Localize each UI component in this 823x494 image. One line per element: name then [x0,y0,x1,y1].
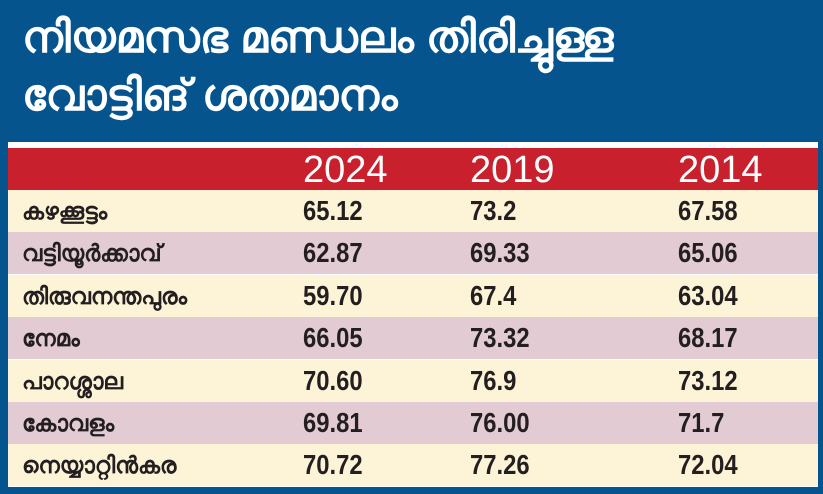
turnout-value-2019: 73.2 [470,195,517,226]
turnout-value-2014: 73.12 [678,364,738,396]
turnout-value-2019: 67.4 [470,279,517,311]
turnout-table: 2024 2019 2014 കഴക്കൂട്ടം 65.12 73.2 67.58 വ… [8,142,818,487]
turnout-value-2019: 73.32 [470,322,530,354]
turnout-value-2024: 65.12 [303,195,363,226]
title-line-2: വോട്ടിങ് ശതമാനം [22,71,398,120]
constituency-name: നേമം [22,325,80,352]
turnout-value-2024: 70.60 [303,364,363,396]
turnout-value-2014: 71.7 [678,407,725,438]
table-row: തിരുവനന്തപുരം 59.70 67.4 63.04 [8,274,818,317]
turnout-value-2014: 63.04 [678,279,738,311]
turnout-value-2014: 67.58 [678,195,738,226]
constituency-name: പാറശ്ശാല [22,367,124,394]
table-header: 2024 2019 2014 [8,148,818,191]
turnout-value-2014: 72.04 [678,449,738,481]
turnout-value-2024: 70.72 [303,449,363,481]
column-header-2019: 2019 [470,149,555,191]
turnout-value-2014: 68.17 [678,322,738,354]
table-row: വട്ടിയൂർക്കാവ് 62.87 69.33 65.06 [8,232,818,275]
constituency-name: നെയ്യാറ്റിൻകര [22,452,177,479]
table-row: കഴക്കൂട്ടം 65.12 73.2 67.58 [8,190,818,232]
column-header-2024: 2024 [303,149,388,191]
constituency-name: തിരുവനന്തപുരം [22,282,188,309]
turnout-value-2024: 59.70 [303,279,363,311]
turnout-value-2024: 62.87 [303,237,363,269]
turnout-value-2019: 77.26 [470,449,530,481]
turnout-value-2024: 69.81 [303,407,363,438]
table-row: നേമം 66.05 73.32 68.17 [8,317,818,360]
constituency-name: വട്ടിയൂർക്കാവ് [22,240,162,267]
turnout-value-2024: 66.05 [303,322,363,354]
constituency-name: കഴക്കൂട്ടം [22,198,108,224]
turnout-value-2019: 76.9 [470,364,517,396]
column-header-2014: 2014 [678,149,763,191]
table-row: പാറശ്ശാല 70.60 76.9 73.12 [8,359,818,402]
table-row: കോവളം 69.81 76.00 71.7 [8,402,818,444]
turnout-value-2014: 65.06 [678,237,738,269]
turnout-value-2019: 69.33 [470,237,530,269]
constituency-name: കോവളം [22,410,115,436]
table-row: നെയ്യാറ്റിൻകര 70.72 77.26 72.04 [8,444,818,487]
title-line-1: നിയമസഭ മണ്ഡലം തിരിച്ചുള്ള [22,13,614,62]
turnout-value-2019: 76.00 [470,407,530,438]
